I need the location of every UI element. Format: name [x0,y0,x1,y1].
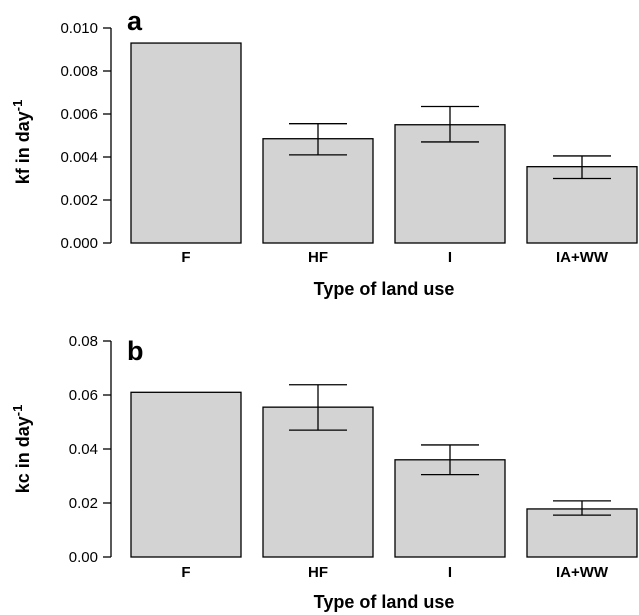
panel-a-bar-ia-ww [526,166,638,244]
panel-b-category-label: IA+WW [556,564,609,581]
panel-b-category-label: F [181,564,190,581]
panel-a-y-axis-title-text: kf in day [13,111,33,184]
panel-b-letter: b [127,336,144,366]
panel-b-category-label: I [448,564,452,581]
panel-a-y-axis-title: kf in day-1 [10,100,33,185]
panel-b-bar-i [394,459,506,558]
panel-a: a kf in day-1 Type of land use 0.000 0.00… [10,6,638,299]
panel-a-category-label: F [181,249,190,266]
panel-a-y-axis-title-superscript: -1 [10,100,25,112]
panel-a-y-tick-label: 0.008 [60,63,98,80]
panel-b-x-axis-title: Type of land use [314,592,455,612]
panel-a-y-tick-label: 0.010 [60,20,98,37]
panel-b-bar-ia-ww [526,508,638,558]
panel-a-category-label: I [448,249,452,266]
panel-a-letter: a [127,6,143,36]
panel-b-y-axis-title: kc in day-1 [10,405,33,494]
panel-b-y-tick-label: 0.04 [69,441,98,458]
panel-a-y-tick-label: 0.000 [60,235,98,252]
panel-a-bar-f [130,42,242,244]
panel-a-category-label: IA+WW [556,249,609,266]
panel-b-y-axis-title-text: kc in day [13,416,33,493]
panel-a-bar-hf [262,138,374,244]
panel-b-y-axis-title-superscript: -1 [10,405,25,417]
panel-b-bar-f [130,391,242,558]
panel-b-y-tick-label: 0.00 [69,549,98,566]
panel-b-category-label: HF [308,564,328,581]
panel-a-x-axis-title: Type of land use [314,279,455,299]
panel-b: b kc in day-1 Type of land use 0.00 0.02 0… [10,333,638,612]
panel-a-bar-i [394,124,506,244]
panel-b-y-tick-label: 0.02 [69,495,98,512]
panel-a-y-tick-label: 0.006 [60,106,98,123]
panel-b-y-tick-label: 0.08 [69,333,98,350]
panel-b-y-tick-label: 0.06 [69,387,98,404]
panel-a-y-tick-label: 0.002 [60,192,98,209]
panel-a-y-tick-label: 0.004 [60,149,98,166]
panel-a-category-label: HF [308,249,328,266]
